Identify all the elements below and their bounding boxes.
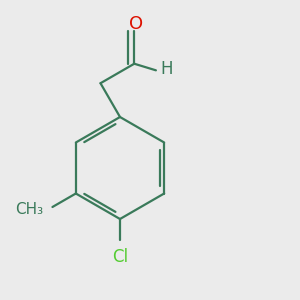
Text: CH₃: CH₃ xyxy=(15,202,44,217)
Text: O: O xyxy=(129,15,143,33)
Text: H: H xyxy=(160,60,173,78)
Text: Cl: Cl xyxy=(112,248,128,266)
